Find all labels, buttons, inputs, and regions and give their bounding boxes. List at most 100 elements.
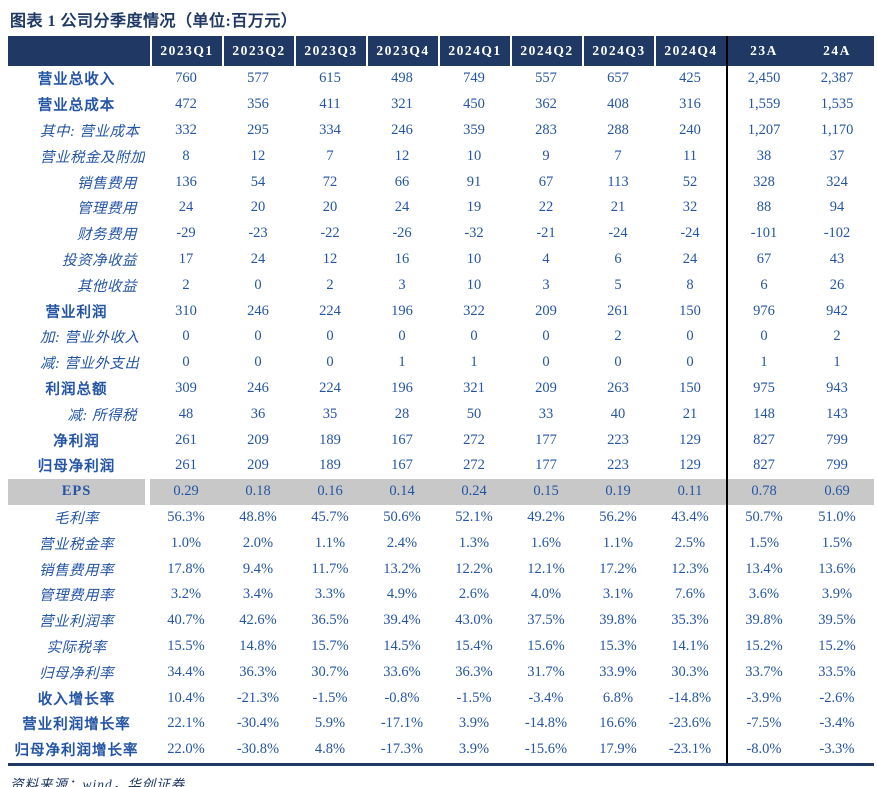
table-row: 财务费用 -29 -23 -22 -26 -32 -21 -24 -24 -101 -102 — [8, 220, 874, 247]
value-cell: 943 — [800, 375, 874, 402]
row-label: 营业税金及附加 — [8, 143, 145, 170]
value-cell: 5.9% — [294, 710, 366, 737]
value-cell: 0 — [222, 323, 294, 350]
value-cell: 1.3% — [438, 530, 510, 557]
value-cell: 1,170 — [800, 117, 874, 144]
value-cell: 15.7% — [294, 633, 366, 660]
row-label: 营业利润增长率 — [8, 710, 145, 737]
value-cell: 52.1% — [438, 504, 510, 531]
value-cell: 129 — [654, 427, 726, 453]
value-cell: 28 — [366, 401, 438, 428]
value-cell: 1.5% — [800, 530, 874, 557]
value-cell: 0 — [510, 323, 582, 350]
value-cell: 43 — [800, 246, 874, 273]
value-cell: 21 — [654, 401, 726, 428]
value-cell: 425 — [654, 66, 726, 92]
table-row: 减: 所得税 48 36 35 28 50 33 40 21 148 143 — [8, 401, 874, 428]
value-cell: 56.2% — [582, 504, 654, 531]
table-row: 其中: 营业成本 332 295 334 246 359 283 288 240 1,207 1,1… — [8, 117, 874, 144]
value-cell: 43.4% — [654, 504, 726, 531]
value-cell: 7.6% — [654, 581, 726, 608]
value-cell: 24 — [222, 246, 294, 273]
value-cell: 2 — [800, 323, 874, 350]
value-cell: 52 — [654, 169, 726, 195]
value-cell: 33.6% — [366, 659, 438, 686]
table-bottom-border — [8, 762, 874, 766]
value-cell: 20 — [294, 194, 366, 221]
value-cell: 332 — [150, 117, 222, 144]
column-gap — [145, 530, 150, 557]
table-row: 销售费用率 17.8% 9.4% 11.7% 13.2% 12.2% 12.1% 17.2% 1… — [8, 556, 874, 582]
value-cell: 2 — [582, 323, 654, 350]
value-cell: -17.1% — [366, 710, 438, 737]
value-cell: 36 — [222, 401, 294, 428]
value-cell: 143 — [800, 401, 874, 428]
value-cell: -23.1% — [654, 736, 726, 763]
value-cell: -21 — [510, 220, 582, 247]
value-cell: 17.2% — [582, 556, 654, 582]
table-row: 净利润 261 209 189 167 272 177 223 129 827 799 — [8, 427, 874, 453]
value-cell: 1.5% — [726, 530, 800, 557]
value-cell: 91 — [438, 169, 510, 195]
value-cell: 8 — [654, 272, 726, 299]
table-row: 营业总成本 472 356 411 321 450 362 408 316 1,559 1,535 — [8, 91, 874, 118]
value-cell: -32 — [438, 220, 510, 247]
value-cell: -30.4% — [222, 710, 294, 737]
value-cell: 0.18 — [222, 478, 294, 505]
column-gap — [145, 375, 150, 402]
value-cell: 67 — [726, 246, 800, 273]
value-cell: 3.9% — [438, 710, 510, 737]
value-cell: 11 — [654, 143, 726, 170]
value-cell: 288 — [582, 117, 654, 144]
value-cell: 10 — [438, 246, 510, 273]
row-label: 销售费用 — [8, 169, 145, 195]
column-gap — [145, 323, 150, 350]
value-cell: 657 — [582, 66, 654, 92]
value-cell: -26 — [366, 220, 438, 247]
value-cell: 39.8% — [582, 607, 654, 634]
value-cell: -3.3% — [800, 736, 874, 763]
value-cell: -8.0% — [726, 736, 800, 763]
value-cell: 209 — [222, 427, 294, 453]
value-cell: 1.1% — [582, 530, 654, 557]
value-cell: 9.4% — [222, 556, 294, 582]
value-cell: -22 — [294, 220, 366, 247]
value-cell: 24 — [654, 246, 726, 273]
table-row: 减: 营业外支出 0 0 0 1 1 0 0 0 1 1 — [8, 349, 874, 376]
value-cell: 272 — [438, 427, 510, 453]
column-gap — [145, 66, 150, 92]
value-cell: 0.19 — [582, 478, 654, 505]
row-label: 管理费用率 — [8, 581, 145, 608]
value-cell: 24 — [366, 194, 438, 221]
row-label: 营业利润 — [8, 298, 145, 324]
value-cell: 12 — [294, 246, 366, 273]
value-cell: 246 — [366, 117, 438, 144]
value-cell: 1 — [366, 349, 438, 376]
row-label: 收入增长率 — [8, 685, 145, 711]
value-cell: 975 — [726, 375, 800, 402]
value-cell: 36.3% — [438, 659, 510, 686]
value-cell: 0.24 — [438, 478, 510, 505]
value-cell: 19 — [438, 194, 510, 221]
column-gap — [145, 736, 150, 763]
row-label: 管理费用 — [8, 194, 145, 221]
value-cell: -23.6% — [654, 710, 726, 737]
value-cell: 411 — [294, 91, 366, 118]
value-cell: 15.4% — [438, 633, 510, 660]
table-row: 毛利率 56.3% 48.8% 45.7% 50.6% 52.1% 49.2% 56.2% 43… — [8, 504, 874, 531]
value-cell: 37.5% — [510, 607, 582, 634]
value-cell: 1,207 — [726, 117, 800, 144]
value-cell: 50 — [438, 401, 510, 428]
value-cell: -24 — [654, 220, 726, 247]
value-cell: 3 — [366, 272, 438, 299]
row-label: 减: 所得税 — [8, 401, 145, 428]
value-cell: 33 — [510, 401, 582, 428]
value-cell: 40.7% — [150, 607, 222, 634]
value-cell: 13.4% — [726, 556, 800, 582]
value-cell: 2.4% — [366, 530, 438, 557]
value-cell: 54 — [222, 169, 294, 195]
value-cell: 3.2% — [150, 581, 222, 608]
value-cell: 150 — [654, 298, 726, 324]
value-cell: 49.2% — [510, 504, 582, 531]
value-cell: 177 — [510, 427, 582, 453]
